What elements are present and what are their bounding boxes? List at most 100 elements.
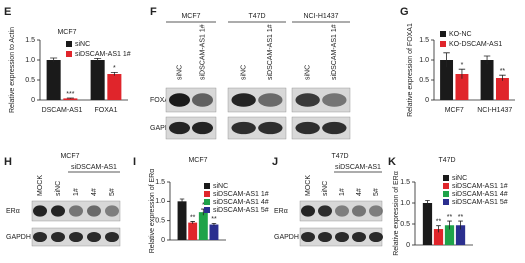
error-bar: [94, 58, 102, 62]
y-tick-label: 0.5: [155, 218, 165, 225]
lane-label: siNC: [241, 65, 248, 80]
panel-letter: K: [388, 156, 396, 168]
legend-label: siDSCAM-AS1 5#: [452, 199, 508, 206]
chart-title: MCF7: [57, 29, 76, 36]
legend-swatch: [66, 51, 72, 57]
legend-label: siDSCAM-AS1 1#: [452, 183, 508, 190]
band: [192, 121, 213, 135]
lane-label: 1#: [73, 188, 80, 196]
band: [295, 121, 320, 135]
legend-label: siDSCAM-AS1 1#: [213, 191, 269, 198]
significance: **: [458, 214, 464, 221]
y-tick-label: 0.5: [419, 77, 429, 84]
band: [105, 231, 119, 243]
band: [169, 121, 190, 135]
blot-title: T47D: [331, 153, 348, 160]
band: [105, 205, 119, 217]
row-label: GAPDH: [274, 234, 299, 241]
legend-label: siNC: [75, 41, 90, 48]
legend-swatch: [443, 191, 449, 197]
band: [33, 205, 47, 217]
lane-label: siNC: [55, 181, 62, 196]
band: [295, 93, 320, 107]
error-bar: [425, 200, 430, 206]
lane-label: MOCK: [305, 175, 312, 196]
bar: [198, 212, 208, 240]
group-label: NCI-H1437: [303, 13, 338, 20]
bar: [107, 74, 122, 100]
significance: *: [461, 62, 464, 69]
error-bar: [447, 220, 452, 230]
significance: **: [211, 216, 217, 223]
y-tick-label: 1.0: [25, 57, 35, 64]
chart-title: MCF7: [188, 157, 207, 164]
legend-swatch: [443, 175, 449, 181]
error-bar: [179, 198, 185, 204]
bracket-label: siDSCAM-AS1: [335, 164, 381, 171]
error-bar: [458, 68, 466, 79]
x-tick-label: FOXA1: [95, 107, 118, 114]
legend-swatch: [66, 41, 72, 47]
panel-letter: J: [272, 156, 278, 168]
bar: [90, 60, 105, 100]
legend-swatch: [440, 41, 446, 47]
blot-title: MCF7: [60, 153, 79, 160]
band: [301, 231, 315, 243]
bar: [444, 225, 455, 245]
error-bar: [190, 221, 195, 224]
band: [318, 231, 332, 243]
row-label: ERα: [274, 208, 288, 215]
x-tick-label: MCF7: [445, 107, 464, 114]
bar: [455, 74, 469, 100]
y-tick-label: 0: [31, 97, 35, 104]
bracket-label: siDSCAM-AS1: [71, 164, 117, 171]
bar: [177, 201, 187, 240]
row-label: GAPDH: [150, 125, 175, 132]
lane-label: siDSCAM-AS1 1#: [199, 24, 206, 80]
legend-label: siDSCAM-AS1 4#: [452, 191, 508, 198]
legend-swatch: [443, 199, 449, 205]
band: [322, 93, 347, 107]
significance: *: [113, 65, 116, 72]
legend-label: siNC: [213, 183, 228, 190]
lane-label: 1#: [339, 188, 346, 196]
legend-label: KO-DSCAM-AS1: [449, 41, 502, 48]
bar: [433, 229, 444, 245]
band: [87, 205, 101, 217]
panel-letter: F: [150, 6, 157, 18]
error-bar: [458, 220, 463, 230]
band: [369, 231, 383, 243]
band: [231, 93, 256, 107]
lane-label: siNC: [176, 65, 183, 80]
band: [69, 231, 83, 243]
error-bar: [66, 97, 74, 99]
band: [258, 121, 283, 135]
lane-label: siDSCAM-AS1 1#: [267, 24, 274, 80]
error-bar: [110, 72, 118, 76]
y-tick-label: 1.5: [25, 37, 35, 44]
y-tick-label: 0.5: [400, 221, 410, 228]
bar: [455, 225, 466, 245]
bar: [188, 222, 198, 240]
band: [335, 205, 349, 217]
significance: **: [436, 219, 442, 226]
y-tick-label: 1.5: [155, 179, 165, 186]
error-bar: [499, 74, 506, 81]
y-tick-label: 1.0: [155, 198, 165, 205]
error-bar: [50, 57, 58, 62]
chart-title: T47D: [438, 157, 455, 164]
legend-label: siDSCAM-AS1 4#: [213, 199, 269, 206]
y-tick-label: 1.5: [419, 37, 429, 44]
x-tick-label: DSCAM-AS1: [42, 107, 83, 114]
legend-label: siDSCAM-AS1 5#: [213, 207, 269, 214]
panel-letter: I: [133, 156, 136, 168]
legend-label: siNC: [452, 175, 467, 182]
legend-label: siDSCAM-AS1 1#: [75, 51, 131, 58]
y-tick-label: 0.5: [25, 77, 35, 84]
y-tick-label: 1.0: [419, 57, 429, 64]
x-tick-label: NCI-H1437: [477, 107, 512, 114]
band: [87, 231, 101, 243]
panel-letter: E: [4, 6, 11, 18]
y-axis-label: Relative expression to Actin: [9, 27, 16, 113]
band: [192, 93, 213, 107]
